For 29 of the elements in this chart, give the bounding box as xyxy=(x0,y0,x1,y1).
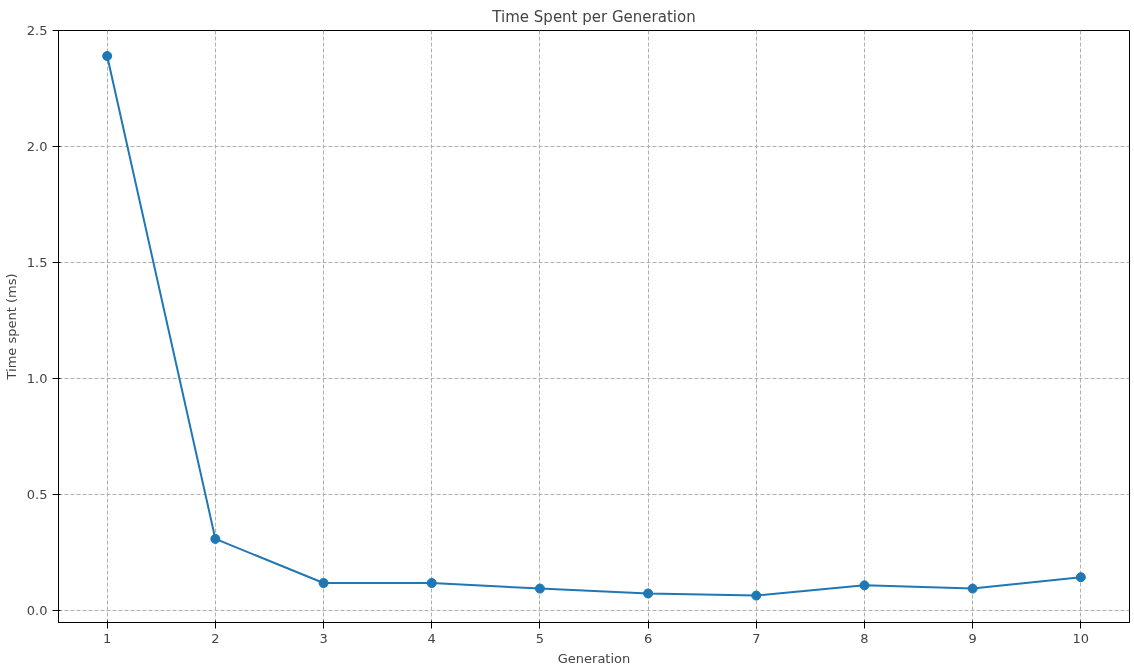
x-axis-title: Generation xyxy=(557,650,631,666)
x-tick-label: 4 xyxy=(427,630,436,646)
chart-title: Time Spent per Generation xyxy=(491,7,696,26)
x-tick-label: 2 xyxy=(211,630,220,646)
x-tick-label: 6 xyxy=(643,630,653,646)
point xyxy=(967,583,978,594)
x-tick-label: 10 xyxy=(1072,630,1090,646)
point xyxy=(1075,572,1086,583)
y-tick-label: 0.5 xyxy=(26,487,48,503)
point xyxy=(534,583,545,594)
x-tick-label: 3 xyxy=(319,630,328,646)
y-tick-label: 2.5 xyxy=(26,23,48,38)
x-tick-label: 8 xyxy=(860,630,869,646)
y-tick-label: 1.5 xyxy=(26,255,48,271)
x-tick-label: 5 xyxy=(535,630,545,646)
y-axis-title: Time spent (ms) xyxy=(3,273,19,381)
x-tick-label: 7 xyxy=(752,630,761,646)
point xyxy=(751,590,762,601)
y-tick-label: 2.0 xyxy=(26,139,48,155)
y-tick-label: 0.0 xyxy=(26,603,48,619)
point xyxy=(643,588,654,599)
x-tick-label: 9 xyxy=(968,630,977,646)
point xyxy=(210,533,221,544)
y-tick-label: 1.0 xyxy=(26,371,48,387)
x-tick-label: 1 xyxy=(103,630,112,646)
point xyxy=(859,580,870,591)
point xyxy=(102,51,113,62)
point xyxy=(318,578,329,589)
point xyxy=(426,578,437,589)
